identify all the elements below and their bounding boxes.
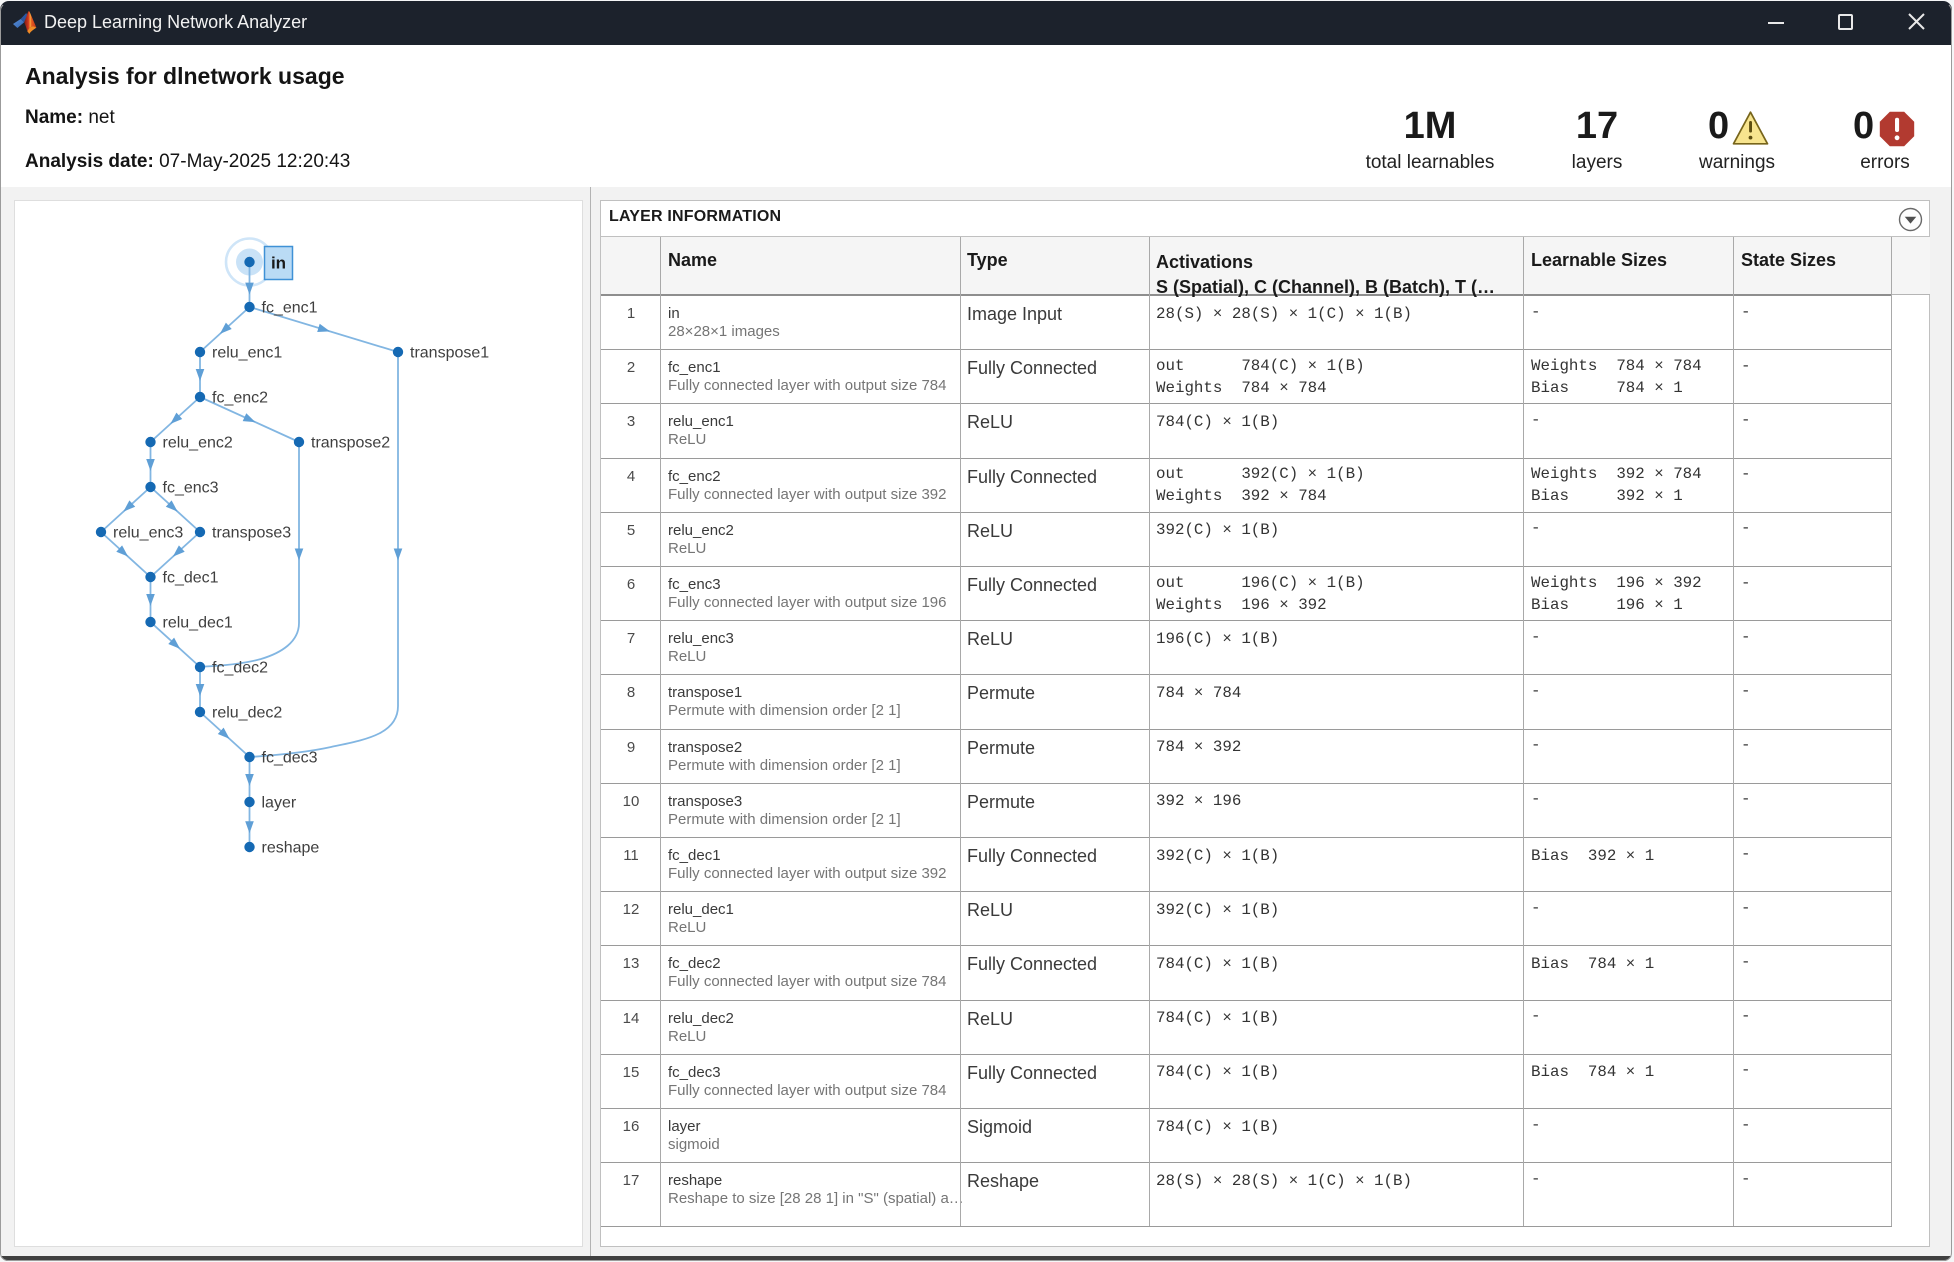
svg-text:layer: layer <box>262 795 297 812</box>
svg-text:relu_enc1: relu_enc1 <box>212 345 282 362</box>
svg-text:fc_dec3: fc_dec3 <box>262 750 318 767</box>
svg-text:relu_enc3: relu_enc3 <box>113 525 183 542</box>
svg-text:relu_dec2: relu_dec2 <box>212 705 282 722</box>
svg-text:fc_dec2: fc_dec2 <box>212 660 268 677</box>
svg-text:transpose1: transpose1 <box>410 345 489 362</box>
svg-text:transpose3: transpose3 <box>212 525 291 542</box>
svg-text:in: in <box>271 254 286 273</box>
svg-text:relu_dec1: relu_dec1 <box>163 615 233 632</box>
svg-text:transpose2: transpose2 <box>311 435 390 452</box>
svg-text:relu_enc2: relu_enc2 <box>163 435 233 452</box>
svg-text:fc_dec1: fc_dec1 <box>163 570 219 587</box>
svg-text:fc_enc2: fc_enc2 <box>212 390 268 407</box>
svg-text:fc_enc3: fc_enc3 <box>163 480 219 497</box>
svg-text:reshape: reshape <box>262 840 320 857</box>
svg-text:fc_enc1: fc_enc1 <box>262 300 318 317</box>
